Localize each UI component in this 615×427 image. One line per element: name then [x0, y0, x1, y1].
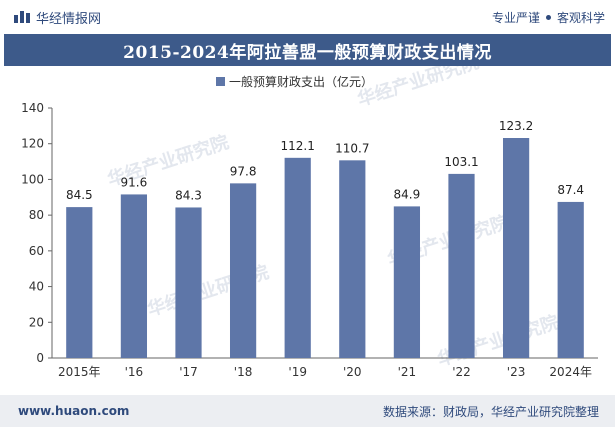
bars: [66, 138, 584, 358]
footer: www.huaon.com 数据来源：财政局，华经产业研究院整理: [0, 395, 615, 427]
legend: 一般预算财政支出（亿元）: [216, 74, 373, 89]
footer-website: www.huaon.com: [18, 404, 130, 418]
bar: [229, 183, 257, 358]
bar: [393, 206, 421, 358]
x-tick-label: '18: [234, 365, 253, 379]
data-label: 84.5: [66, 188, 93, 202]
bar: [120, 194, 148, 358]
x-tick-label: 2024年: [549, 365, 592, 379]
y-tick-label: 100: [21, 172, 44, 186]
y-tick-label: 80: [29, 208, 44, 222]
x-tick-label: '21: [398, 365, 417, 379]
data-label: 97.8: [230, 164, 257, 178]
data-label: 123.2: [499, 119, 533, 133]
footer-source: 数据来源：财政局，华经产业研究院整理: [382, 404, 599, 419]
chart-title: 2015-2024年阿拉善盟一般预算财政支出情况: [4, 34, 611, 66]
y-tick-label: 60: [29, 244, 44, 258]
data-label: 110.7: [335, 141, 369, 155]
y-tick-label: 0: [36, 351, 44, 365]
bar: [284, 157, 311, 358]
legend-label: 一般预算财政支出（亿元）: [229, 74, 373, 89]
slogan-tag-2: 客观科学: [556, 10, 605, 25]
brand-logo-icon: [14, 11, 30, 23]
slogan-tag-1: 专业严谨: [491, 10, 540, 25]
bar: [502, 138, 530, 358]
data-label: 103.1: [444, 155, 478, 169]
bar: [66, 207, 93, 358]
x-tick-label: '20: [343, 365, 362, 379]
data-label: 112.1: [281, 139, 315, 153]
data-label: 84.3: [175, 188, 202, 202]
bar: [557, 201, 584, 358]
y-tick-label: 20: [29, 315, 44, 329]
y-tick-label: 140: [21, 101, 44, 115]
x-tick-label: '23: [507, 365, 526, 379]
x-tick-label: '16: [125, 365, 144, 379]
top-bar: 华经情报网 专业严谨 客观科学: [0, 0, 615, 34]
brand-name: 华经情报网: [36, 11, 102, 27]
bar: [175, 207, 202, 358]
y-tick-label: 120: [21, 137, 44, 151]
x-tick-label: 2015年: [58, 365, 101, 379]
bar: [339, 160, 366, 358]
y-tick-label: 40: [29, 280, 44, 294]
data-labels: 84.5 91.6 84.3 97.8 112.1 110.7 84.9 103.1 123.2…: [66, 119, 584, 202]
slogan: 专业严谨 客观科学: [492, 9, 605, 26]
x-tick-label: '22: [452, 365, 471, 379]
x-tick-label: '17: [179, 365, 198, 379]
bullet-dot-icon: [545, 14, 551, 20]
bar: [448, 173, 475, 358]
brand: 华经情报网: [14, 8, 101, 27]
legend-swatch: [216, 77, 225, 86]
watermark-text: 华经产业研究院: [355, 66, 482, 111]
data-label: 84.9: [394, 187, 421, 201]
x-tick-label: '19: [288, 365, 307, 379]
data-label: 91.6: [121, 175, 148, 189]
data-label: 87.4: [557, 183, 584, 197]
